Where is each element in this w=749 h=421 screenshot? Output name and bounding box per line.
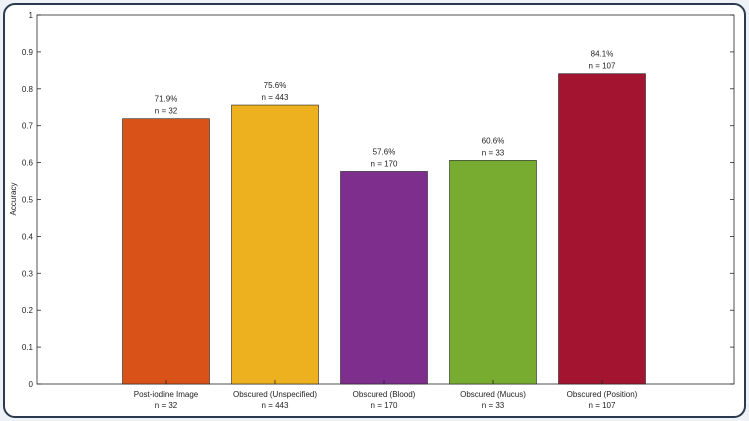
x-category-count: n = 107 [589, 401, 616, 410]
y-axis: 0 0.1 0.2 0.3 0.4 0.5 0.6 0.7 0.8 0.9 1 [22, 11, 734, 389]
bar-n-label: n = 33 [482, 148, 505, 157]
x-category-label: Post-iodine Image [134, 390, 199, 399]
y-tick-label: 0.3 [22, 269, 34, 278]
x-axis: Post-iodine Image n = 32 Obscured (Unspeci… [134, 380, 638, 410]
x-category-label: Obscured (Mucus) [460, 390, 526, 399]
y-tick-label: 0.6 [22, 159, 34, 168]
x-category-count: n = 33 [482, 401, 505, 410]
bar-n-label: n = 170 [371, 159, 398, 168]
bar [449, 160, 537, 385]
y-tick-label: 1 [29, 11, 34, 20]
x-category-label: Obscured (Unspecified) [233, 390, 317, 399]
y-tick-label: 0.7 [22, 122, 34, 131]
x-category-count: n = 32 [155, 401, 178, 410]
bar-value-label: 84.1% [591, 50, 614, 59]
bar-n-label: n = 107 [589, 62, 616, 71]
x-category-label: Obscured (Blood) [353, 390, 416, 399]
bar [122, 118, 210, 385]
x-category-count: n = 443 [262, 401, 289, 410]
bar [231, 104, 319, 385]
bar-series: 71.9% n = 32 75.6% n = 443 57.6% n = 170 60.6%… [122, 50, 646, 385]
y-axis-title: Accuracy [9, 183, 18, 216]
bar-n-label: n = 443 [262, 93, 289, 102]
bar-value-label: 57.6% [373, 147, 396, 156]
bar-n-label: n = 32 [155, 107, 178, 116]
y-tick-label: 0.5 [22, 196, 34, 205]
bar [558, 73, 646, 385]
y-tick-label: 0.4 [22, 232, 34, 241]
bar-value-label: 75.6% [264, 81, 287, 90]
x-category-label: Obscured (Position) [567, 390, 638, 399]
bar-value-label: 71.9% [155, 95, 178, 104]
bar-value-label: 60.6% [482, 136, 505, 145]
y-tick-label: 0.8 [22, 85, 34, 94]
bar [340, 171, 428, 385]
y-tick-label: 0.9 [22, 48, 34, 57]
x-category-count: n = 170 [371, 401, 398, 410]
y-tick-label: 0 [29, 380, 34, 389]
y-tick-label: 0.1 [22, 343, 34, 352]
y-tick-label: 0.2 [22, 306, 34, 315]
